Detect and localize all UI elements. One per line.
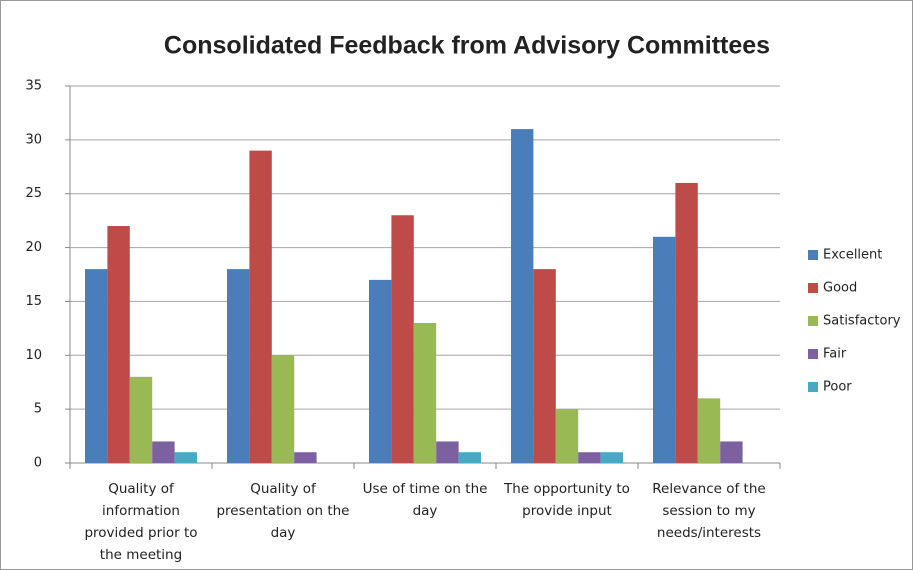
bar <box>675 182 698 463</box>
bar <box>578 452 601 463</box>
y-tick-label: 0 <box>34 456 42 471</box>
bar <box>174 452 197 463</box>
legend-swatch <box>808 382 818 392</box>
x-tick-label: Quality of information provided prior to… <box>84 481 198 563</box>
y-tick-label: 10 <box>25 348 42 363</box>
x-tick-label: The opportunity to provide input <box>504 481 630 519</box>
legend-swatch <box>808 283 818 293</box>
bar <box>227 269 250 463</box>
bar <box>85 269 108 463</box>
bar <box>511 129 534 464</box>
chart-title: Consolidated Feedback from Advisory Comm… <box>164 32 770 60</box>
bar <box>152 441 175 463</box>
x-tick-label: Use of time on the day <box>362 481 488 519</box>
bar <box>436 441 459 463</box>
legend-label: Excellent <box>823 248 882 263</box>
bar <box>129 376 153 463</box>
bar <box>458 452 481 463</box>
bar <box>294 452 317 463</box>
bar <box>697 398 721 463</box>
legend-swatch <box>808 349 818 359</box>
x-tick-label: Quality of presentation on the day <box>216 481 350 541</box>
bar <box>413 322 437 463</box>
legend-label: Poor <box>823 380 852 395</box>
x-tick-label: Relevance of the session to my needs/int… <box>652 481 766 541</box>
legend-label: Fair <box>823 347 847 362</box>
legend-swatch <box>808 316 818 326</box>
y-tick-label: 5 <box>34 402 42 417</box>
y-tick-label: 25 <box>25 186 42 201</box>
y-tick-label: 15 <box>25 294 42 309</box>
bar <box>249 150 272 463</box>
legend-swatch <box>808 250 818 260</box>
bar <box>600 452 623 463</box>
bar <box>533 269 556 463</box>
legend-label: Satisfactory <box>823 314 901 329</box>
bar <box>271 355 295 463</box>
y-tick-label: 20 <box>25 240 42 255</box>
bar <box>720 441 743 463</box>
bar <box>107 226 130 463</box>
y-tick-label: 30 <box>25 132 42 147</box>
bar <box>555 409 579 463</box>
bar <box>391 215 414 463</box>
legend-label: Good <box>823 281 857 296</box>
bar <box>653 236 676 463</box>
y-tick-label: 35 <box>25 79 42 94</box>
bar <box>369 279 392 463</box>
